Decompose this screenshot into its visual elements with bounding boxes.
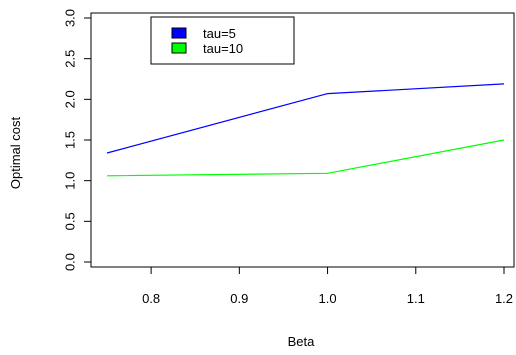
- x-tick-label: 1.0: [319, 291, 337, 306]
- x-tick-label: 0.8: [142, 291, 160, 306]
- y-tick-label: 0.5: [63, 212, 78, 230]
- legend-swatch: [171, 42, 187, 54]
- legend-label: tau=10: [203, 41, 243, 56]
- y-tick-label: 2.5: [63, 50, 78, 68]
- y-tick-label: 0.0: [63, 253, 78, 271]
- legend-swatch: [171, 27, 187, 39]
- y-tick-label: 1.0: [63, 172, 78, 190]
- x-axis-title: Beta: [288, 334, 316, 349]
- series-line-1: [106, 83, 505, 154]
- x-tick-label: 0.9: [230, 291, 248, 306]
- y-tick-label: 1.5: [63, 131, 78, 149]
- y-tick-label: 2.0: [63, 90, 78, 108]
- series-layer: [106, 83, 505, 177]
- y-tick-label: 3.0: [63, 9, 78, 27]
- y-axis: 0.0 0.5 1.0 1.5 2.0 2.5 3.0: [63, 9, 92, 271]
- legend-box: [150, 16, 295, 65]
- x-tick-label: 1.1: [407, 291, 425, 306]
- legend-label: tau=5: [203, 26, 236, 41]
- series-line-2: [106, 139, 505, 177]
- x-axis: 0.8 0.9 1.0 1.1 1.2: [142, 266, 513, 306]
- y-axis-title: Optimal cost: [8, 116, 23, 189]
- x-tick-label: 1.2: [495, 291, 513, 306]
